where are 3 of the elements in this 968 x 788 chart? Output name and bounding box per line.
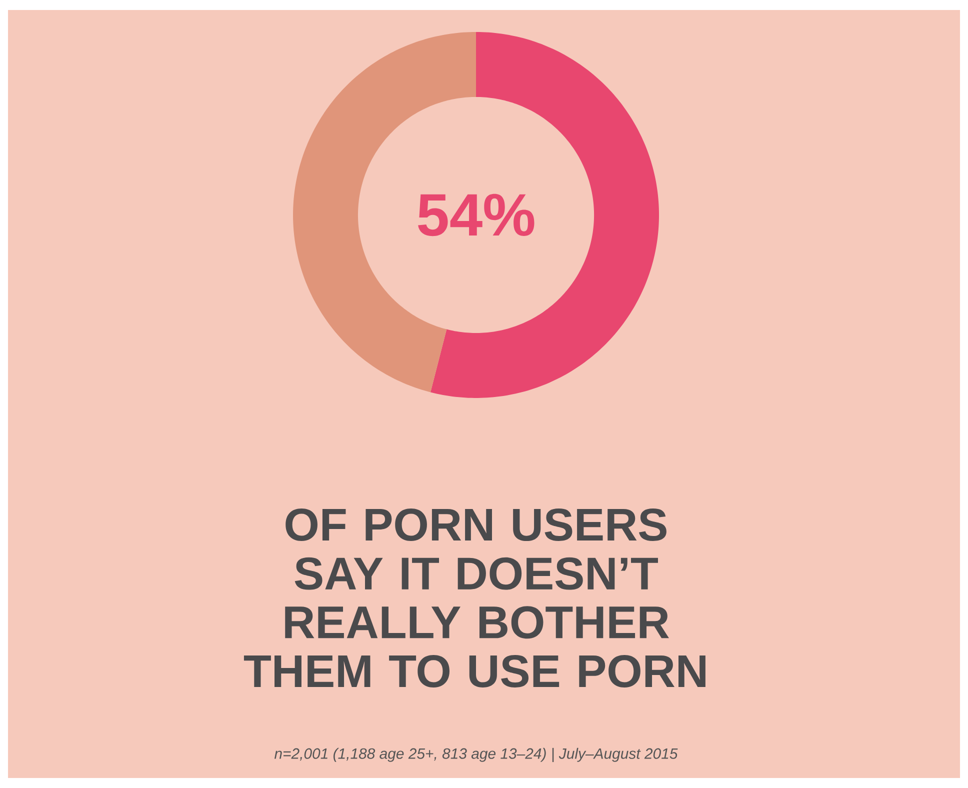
text: n=2,001 (1,188 age 25+, 813 age 13–24) | July–August 2015 bbox=[274, 748, 678, 762]
data-label: 54% bbox=[418, 194, 534, 236]
text: OF PORN USERS SAY IT DOESN’T REALLY BOTHER THEM TO USE PORN bbox=[244, 508, 706, 688]
